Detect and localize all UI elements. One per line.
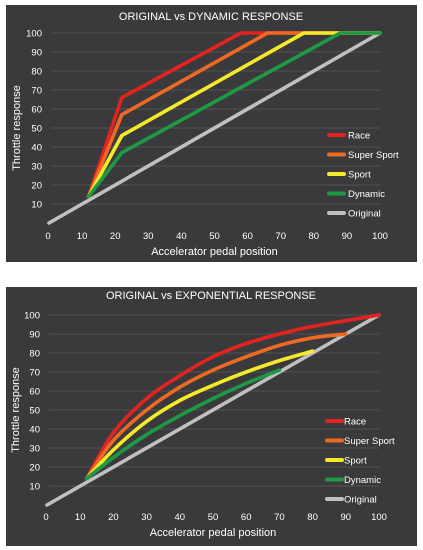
x-tick-label: 60 [242, 231, 253, 242]
x-tick-label: 10 [75, 512, 86, 523]
y-tick-label: 50 [29, 406, 40, 417]
x-tick-label: 100 [372, 231, 388, 242]
x-tick-label: 10 [77, 231, 88, 242]
legend-label-dynamic: Dynamic [344, 475, 381, 486]
y-tick-label: 30 [31, 162, 42, 173]
series-line-race [85, 313, 381, 481]
y-tick-label: 60 [29, 387, 40, 398]
dynamic-response-chart-svg: ORIGINAL vs DYNAMIC RESPONSE 10 20 30 40 50 60… [11, 11, 399, 258]
legend-label-super-sport: Super Sport [344, 436, 395, 447]
y-axis-label: Throttle response [10, 367, 22, 453]
x-tick-label: 80 [307, 512, 318, 523]
y-tick-label: 70 [31, 86, 42, 97]
legend-label-sport: Sport [344, 456, 367, 467]
y-tick-label: 20 [29, 463, 40, 474]
y-tick-label: 60 [31, 105, 42, 116]
legend-label-race: Race [344, 417, 366, 428]
x-tick-label: 0 [43, 512, 48, 523]
y-tick-label: 90 [31, 48, 42, 59]
x-tick-label: 30 [141, 512, 152, 523]
exponential-response-chart-svg: ORIGINAL vs EXPONENTIAL RESPONSE 10 20 30 40… [10, 290, 395, 539]
y-tick-label: 20 [31, 181, 42, 192]
x-tick-label: 90 [342, 231, 353, 242]
x-tick-label: 70 [274, 512, 285, 523]
x-tick-label: 30 [143, 231, 154, 242]
y-tick-label: 30 [29, 444, 40, 455]
x-axis-label: Accelerator pedal position [150, 527, 277, 539]
series-line-super-sport [85, 332, 348, 481]
y-tick-label: 70 [29, 368, 40, 379]
y-tick-label: 90 [29, 330, 40, 341]
y-axis-label: Throttle response [11, 85, 23, 171]
x-tick-label: 60 [241, 512, 252, 523]
x-axis-label: Accelerator pedal position [151, 246, 278, 258]
legend-label-original: Original [348, 209, 381, 220]
legend-label-sport: Sport [348, 170, 371, 181]
x-tick-label: 90 [341, 512, 352, 523]
x-tick-label: 40 [176, 231, 187, 242]
y-tick-label: 80 [29, 349, 40, 360]
y-tick-label: 50 [31, 124, 42, 135]
chart-title: ORIGINAL vs DYNAMIC RESPONSE [119, 11, 303, 23]
y-tick-label: 100 [24, 311, 40, 322]
y-tick-label: 80 [31, 67, 42, 78]
y-tick-label: 10 [29, 482, 40, 493]
legend-label-original: Original [344, 495, 377, 506]
x-tick-label: 100 [371, 512, 387, 523]
x-tick-label: 20 [108, 512, 119, 523]
y-tick-label: 10 [31, 200, 42, 211]
series-line-sport [85, 349, 315, 481]
series-line-dynamic [86, 31, 382, 199]
legend-label-dynamic: Dynamic [348, 189, 385, 200]
legend-label-super-sport: Super Sport [348, 150, 399, 161]
x-tick-label: 50 [209, 231, 220, 242]
legend-label-race: Race [348, 131, 370, 142]
dynamic-response-chart: ORIGINAL vs DYNAMIC RESPONSE 10 20 30 40 50 60… [6, 5, 417, 262]
series-line-original [45, 313, 381, 507]
y-tick-label: 40 [29, 425, 40, 436]
series-line-original [47, 31, 382, 225]
x-tick-label: 0 [45, 231, 50, 242]
x-tick-label: 80 [309, 231, 320, 242]
x-tick-label: 20 [110, 231, 121, 242]
y-tick-label: 100 [26, 29, 42, 40]
x-tick-label: 50 [208, 512, 219, 523]
chart-title: ORIGINAL vs EXPONENTIAL RESPONSE [106, 290, 316, 302]
series-line-dynamic [85, 368, 282, 481]
x-tick-label: 70 [275, 231, 286, 242]
x-tick-label: 40 [175, 512, 186, 523]
exponential-response-chart: ORIGINAL vs EXPONENTIAL RESPONSE 10 20 30 40… [6, 287, 417, 546]
y-tick-label: 40 [31, 143, 42, 154]
